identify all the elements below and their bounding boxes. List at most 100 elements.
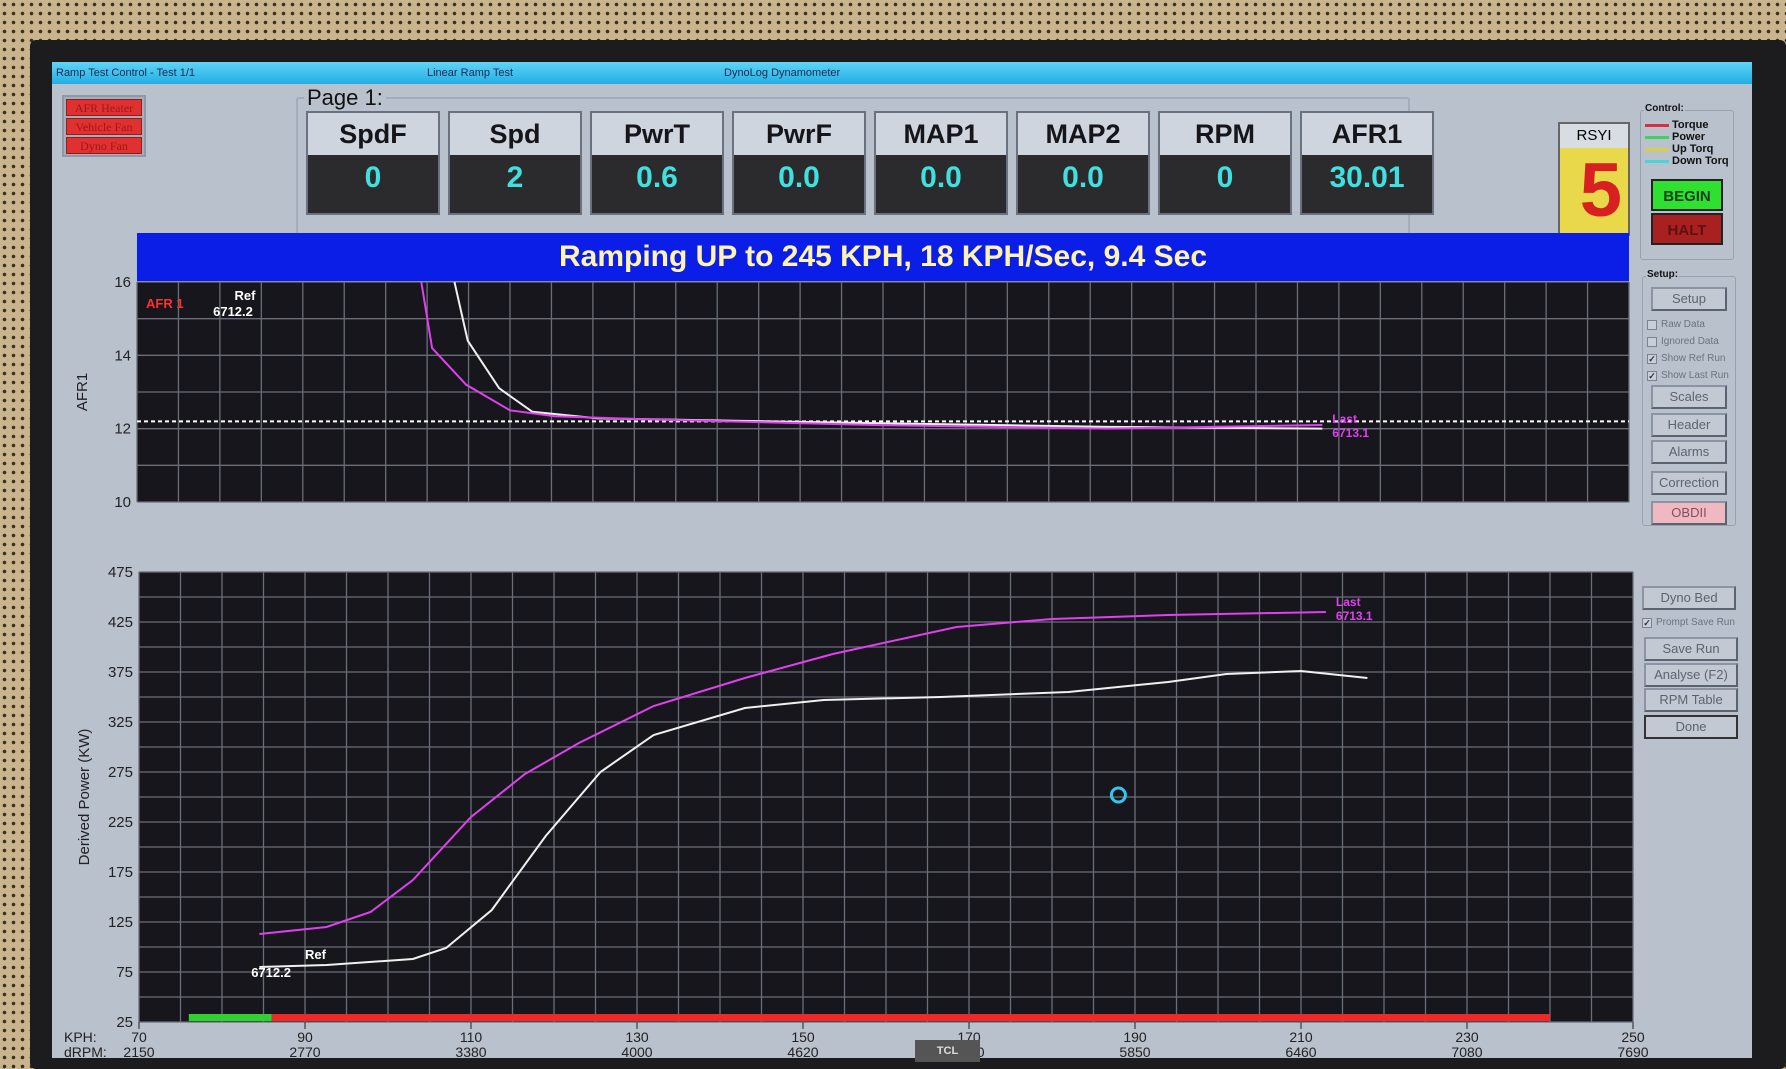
y-tick-label: 425 [108, 614, 133, 631]
x-tick-kph: 210 [1289, 1029, 1313, 1045]
readout-card-map2: MAP2 0.0 [1016, 111, 1150, 215]
readout-card-afr1: AFR1 30.01 [1300, 111, 1434, 215]
setup-button[interactable]: Setup [1651, 287, 1727, 311]
rsyi-value: 5 [1560, 148, 1628, 234]
scales-button[interactable]: Scales [1651, 385, 1727, 409]
save-run-button[interactable]: Save Run [1644, 637, 1738, 661]
series-line-ref [453, 281, 1323, 430]
y-tick-label: 475 [108, 564, 133, 581]
readout-label: RPM [1160, 113, 1290, 155]
checkbox-box[interactable]: ✓ [1647, 353, 1657, 364]
app-window: Ramp Test Control - Test 1/1 Linear Ramp… [52, 62, 1752, 1058]
tcl-logo: TCL [915, 1040, 980, 1062]
rpm-axis-label: dRPM: [64, 1044, 107, 1058]
dyno-fan-toggle[interactable]: Dyno Fan [66, 137, 142, 154]
x-tick-rpm: 5850 [1119, 1044, 1150, 1058]
checkbox-box[interactable] [1647, 319, 1657, 330]
correction-button[interactable]: Correction [1651, 471, 1727, 495]
alarms-button[interactable]: Alarms [1651, 440, 1727, 464]
begin-button[interactable]: BEGIN [1651, 179, 1723, 211]
header-button[interactable]: Header [1651, 413, 1727, 437]
x-tick-rpm: 4620 [787, 1044, 818, 1058]
app-name-title: DynoLog Dynamometer [724, 67, 841, 79]
page-1-panel: Page 1: SpdF 0 Spd 2 PwrT 0.6 PwrF 0.0 MAP1 0.0 MA… [296, 85, 1434, 235]
legend-swatch [1645, 123, 1669, 127]
ref-value: 6712.2 [213, 304, 253, 319]
checkbox-label: Show Last Run [1661, 370, 1729, 381]
readout-card-rpm: RPM 0 [1158, 111, 1292, 215]
x-tick-rpm: 4000 [621, 1044, 652, 1058]
x-tick-kph: 190 [1123, 1029, 1147, 1045]
checkbox-box[interactable]: ✓ [1642, 617, 1652, 628]
checkbox-box[interactable]: ✓ [1647, 370, 1657, 381]
prompt-save-run-checkbox[interactable]: ✓ Prompt Save Run [1642, 617, 1735, 628]
readout-label: PwrT [592, 113, 722, 155]
x-tick-kph: 230 [1455, 1029, 1479, 1045]
x-tick-kph: 90 [297, 1029, 313, 1045]
legend-item: Down Torq [1645, 155, 1729, 167]
title-bar: Ramp Test Control - Test 1/1 Linear Ramp… [52, 62, 1752, 84]
series-line-last [420, 281, 1323, 430]
y-tick-label: 16 [114, 274, 131, 291]
x-tick-rpm: 7080 [1451, 1044, 1482, 1058]
checkbox-ignored-data[interactable]: Ignored Data [1647, 336, 1719, 347]
last-value: 6713.1 [1336, 609, 1373, 623]
x-tick-rpm: 3380 [455, 1044, 486, 1058]
y-tick-label: 375 [108, 664, 133, 681]
x-tick-rpm: 2150 [123, 1044, 154, 1058]
legend-item: Up Torq [1645, 143, 1713, 155]
kph-axis-label: KPH: [64, 1029, 97, 1045]
last-label: Last [1332, 412, 1357, 426]
y-tick-label: 225 [108, 814, 133, 831]
legend-label: Down Torq [1672, 155, 1729, 167]
vehicle-fan-toggle[interactable]: Vehicle Fan [66, 118, 142, 135]
readout-value: 0.0 [1062, 161, 1104, 194]
setup-group: Setup: Setup Raw Data Ignored Data ✓ Show R… [1642, 269, 1736, 526]
done-button[interactable]: Done [1644, 715, 1738, 739]
y-tick-label: 275 [108, 764, 133, 781]
y-tick-label: 14 [114, 347, 131, 364]
x-tick-rpm: 2770 [289, 1044, 320, 1058]
obdii-button[interactable]: OBDII [1651, 501, 1727, 525]
legend-item: Torque [1645, 119, 1708, 131]
checkbox-raw-data[interactable]: Raw Data [1647, 319, 1705, 330]
readout-value: 2 [506, 161, 524, 194]
checkbox-label: Show Ref Run [1661, 353, 1726, 364]
last-value: 6713.1 [1332, 426, 1369, 440]
rsyi-indicator: RSYI 5 [1558, 122, 1630, 236]
dyno-bed-button[interactable]: Dyno Bed [1642, 586, 1736, 610]
readout-label: MAP2 [1018, 113, 1148, 155]
y-tick-label: 325 [108, 714, 133, 731]
readout-card-spd: Spd 2 [448, 111, 582, 215]
halt-button[interactable]: HALT [1651, 213, 1723, 245]
y-tick-label: 10 [114, 494, 131, 511]
readout-label: PwrF [734, 113, 864, 155]
checkbox-box[interactable] [1647, 336, 1657, 347]
checkbox-label: Ignored Data [1661, 336, 1719, 347]
analyse-f2-button[interactable]: Analyse (F2) [1644, 663, 1738, 687]
y-tick-label: 125 [108, 914, 133, 931]
rsyi-label: RSYI [1560, 124, 1628, 148]
checkbox-label: Prompt Save Run [1656, 617, 1735, 628]
readout-card-pwrf: PwrF 0.0 [732, 111, 866, 215]
test-type-title: Linear Ramp Test [427, 67, 514, 79]
fan-toggle-group: AFR Heater Vehicle Fan Dyno Fan [62, 95, 146, 157]
last-label: Last [1336, 595, 1361, 609]
y-tick-label: 25 [116, 1014, 133, 1031]
x-tick-kph: 130 [625, 1029, 649, 1045]
series-line-ref [259, 669, 1368, 968]
cursor-circle-icon [1109, 786, 1127, 804]
x-tick-rpm: 7690 [1617, 1044, 1648, 1058]
checkbox-show-last-run[interactable]: ✓ Show Last Run [1647, 370, 1729, 381]
checkbox-show-ref-run[interactable]: ✓ Show Ref Run [1647, 353, 1725, 364]
setup-title: Setup: [1646, 269, 1680, 280]
y-tick-label: 12 [114, 421, 131, 438]
legend-label: Power [1672, 131, 1706, 143]
readout-cards: SpdF 0 Spd 2 PwrT 0.6 PwrF 0.0 MAP1 0.0 MAP2 0.0 RPM… [306, 111, 1434, 215]
afr-heater-toggle[interactable]: AFR Heater [66, 99, 142, 116]
readout-label: AFR1 [1302, 113, 1432, 155]
legend-item: Power [1645, 131, 1705, 143]
rpm-table-button[interactable]: RPM Table [1644, 688, 1738, 712]
ref-label: Ref [235, 288, 257, 303]
x-tick-kph: 150 [791, 1029, 815, 1045]
